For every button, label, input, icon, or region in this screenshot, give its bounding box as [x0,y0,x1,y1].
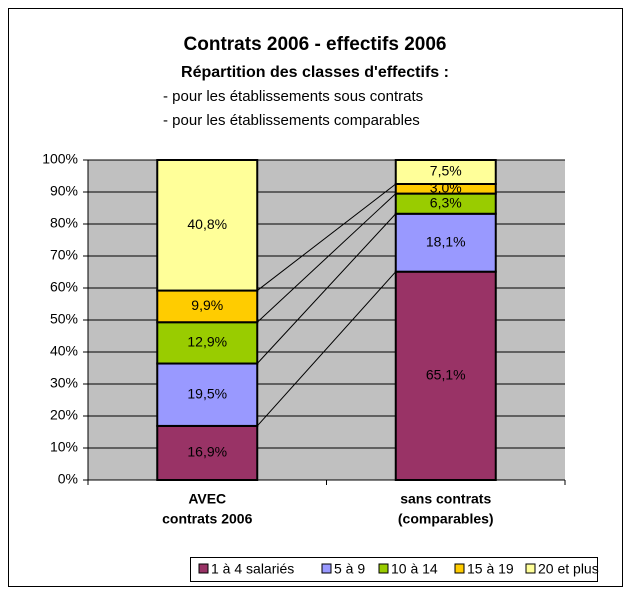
y-tick-label: 100% [42,151,78,167]
y-tick-label: 0% [58,471,78,487]
legend-swatch [321,563,332,574]
bar-segment [394,270,497,481]
subtitle-line: - pour les établissements sous contrats [163,88,423,105]
y-tick-label: 90% [50,183,78,199]
x-tick-label: AVEC [188,491,226,507]
data-label: 9,9% [191,297,223,313]
legend-swatch [378,563,389,574]
legend-label: 10 à 14 [391,561,438,577]
legend-swatch [525,563,536,574]
data-label: 40,8% [187,216,227,232]
series-line [256,271,397,427]
bar-segment [156,424,259,482]
x-tick-label: contrats 2006 [162,511,252,527]
y-tick-label: 50% [50,311,78,327]
data-label: 6,3% [430,194,462,210]
y-tick-label: 60% [50,279,78,295]
legend-label: 5 à 9 [334,561,365,577]
y-tick-label: 80% [50,215,78,231]
legend-label: 15 à 19 [467,561,514,577]
legend-label: 1 à 4 salariés [211,561,294,577]
data-label: 7,5% [430,163,462,179]
data-label: 18,1% [426,233,466,249]
y-tick-label: 40% [50,343,78,359]
y-tick-label: 20% [50,407,78,423]
series-line [256,193,397,323]
y-tick-label: 10% [50,439,78,455]
legend-label: 20 et plus [538,561,599,577]
chart-subtitle: Répartition des classes d'effectifs : [181,64,449,81]
series-line [256,183,397,291]
series-line [256,213,397,364]
data-label: 65,1% [426,367,466,383]
x-tick-label: (comparables) [398,511,494,527]
x-tick-label: sans contrats [400,491,491,507]
data-label: 16,9% [187,444,227,460]
bar-segment [394,159,497,185]
y-tick-label: 30% [50,375,78,391]
bar-segment [156,289,259,324]
bar-segment [156,362,259,427]
subtitle-line: - pour les établissements comparables [163,112,420,129]
bar-segment [156,159,259,292]
data-label: 3,0% [430,180,462,196]
chart-title: Contrats 2006 - effectifs 2006 [184,34,447,55]
y-tick-label: 70% [50,247,78,263]
legend-swatch [454,563,465,574]
data-label: 12,9% [187,334,227,350]
legend-swatch [198,563,209,574]
data-label: 19,5% [187,385,227,401]
